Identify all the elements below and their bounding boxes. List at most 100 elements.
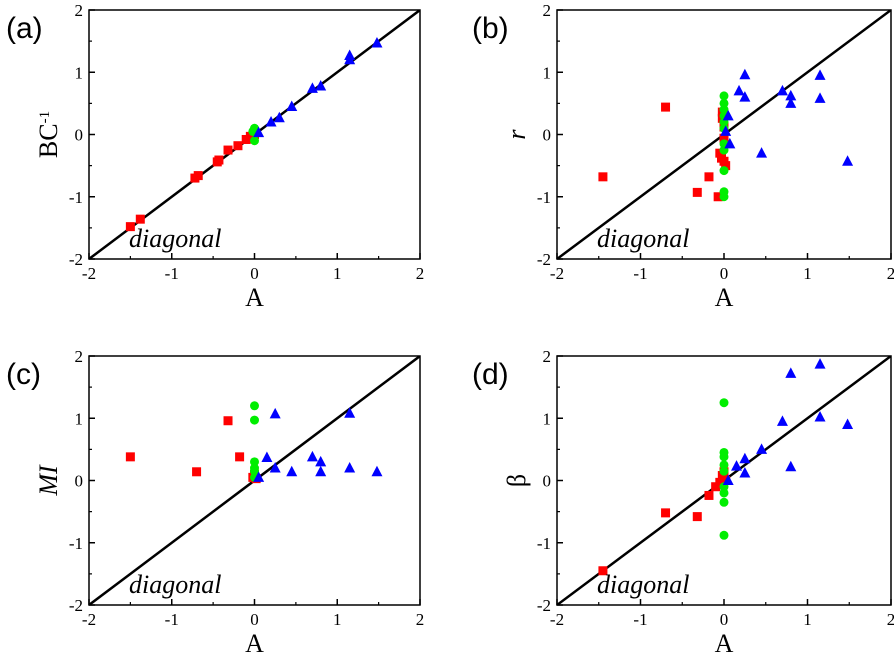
y-tick-label: -2	[69, 250, 83, 269]
data-point-triangle	[273, 111, 285, 123]
data-point-triangle	[785, 367, 797, 378]
panel-label: (b)	[472, 12, 509, 45]
x-tick-label: -2	[550, 264, 564, 283]
data-point-triangle	[814, 411, 826, 422]
diagonal-label: diagonal	[129, 570, 221, 599]
y-tick-label: 2	[75, 347, 84, 366]
data-point-triangle	[756, 443, 768, 454]
chart-panel-d: -2 -1 0 1 2 -2 -1 0 1 2 diagonal Aβ (d)	[472, 347, 894, 658]
data-point-circle	[719, 98, 729, 108]
y-axis-label: BC-1	[34, 111, 63, 158]
x-tick-label: 0	[720, 610, 729, 629]
x-tick-label: 1	[333, 610, 342, 629]
data-point-triangle	[842, 418, 854, 429]
diagonal-label: diagonal	[129, 224, 221, 253]
y-tick-label: 1	[75, 409, 84, 428]
data-point-square	[125, 452, 135, 462]
y-tick-label: 2	[543, 1, 552, 20]
data-point-circle	[719, 497, 729, 507]
data-point-square	[692, 187, 702, 197]
x-tick-label: 0	[250, 264, 259, 283]
data-point-triangle	[776, 415, 788, 426]
data-point-circle	[719, 105, 729, 115]
diagonal-label: diagonal	[597, 224, 689, 253]
data-point-square	[715, 148, 725, 158]
y-axis-label-superscript: -1	[37, 111, 53, 124]
x-tick-label: 2	[416, 610, 425, 629]
y-tick-label: -1	[69, 188, 83, 207]
data-point-triangle	[344, 462, 356, 473]
x-axis-label: A	[715, 283, 734, 312]
data-point-triangle	[739, 91, 751, 102]
data-point-square	[661, 508, 671, 518]
x-axis-label: A	[715, 629, 734, 658]
data-point-triangle	[776, 84, 788, 96]
data-point-triangle	[371, 465, 383, 477]
data-points	[125, 401, 383, 484]
data-point-triangle	[785, 97, 797, 108]
data-point-triangle	[785, 89, 797, 101]
data-point-square	[704, 172, 714, 182]
x-tick-label: 1	[803, 264, 812, 283]
data-point-triangle	[315, 79, 327, 91]
data-point-triangle	[265, 116, 277, 127]
x-tick-label: 2	[416, 264, 425, 283]
data-point-square	[721, 161, 731, 171]
y-tick-label: -1	[537, 534, 551, 553]
data-point-square	[193, 171, 203, 181]
data-point-circle	[719, 166, 729, 176]
data-points	[125, 36, 383, 232]
x-axis-label: A	[245, 629, 264, 658]
data-point-circle	[719, 530, 729, 540]
y-tick-label: -2	[537, 596, 551, 615]
y-tick-label: 2	[543, 347, 552, 366]
y-tick-label: 1	[543, 63, 552, 82]
data-point-triangle	[315, 455, 327, 467]
data-point-square	[692, 512, 702, 522]
y-tick-label: 0	[75, 472, 84, 491]
data-point-triangle	[286, 100, 298, 111]
data-point-circle	[719, 488, 729, 498]
data-point-circle	[719, 398, 729, 408]
data-point-circle	[250, 401, 259, 411]
y-tick-label: -1	[69, 534, 83, 553]
data-point-triangle	[814, 92, 826, 103]
data-point-triangle	[722, 474, 734, 485]
y-axis-label: MI	[34, 464, 63, 497]
data-point-triangle	[344, 49, 356, 60]
data-point-triangle	[269, 407, 281, 419]
data-point-square	[223, 416, 233, 426]
data-point-triangle	[286, 465, 298, 477]
data-point-circle	[250, 466, 259, 476]
x-tick-label: 0	[250, 610, 259, 629]
x-tick-label: -2	[82, 610, 96, 629]
data-point-square	[661, 102, 671, 112]
data-point-triangle	[253, 126, 265, 138]
data-point-triangle	[253, 471, 265, 482]
y-tick-label: 0	[543, 126, 552, 145]
data-point-triangle	[344, 407, 356, 418]
data-point-triangle	[371, 36, 383, 48]
x-tick-label: 2	[887, 610, 894, 629]
panel-label: (c)	[6, 358, 41, 391]
data-point-triangle	[756, 147, 768, 158]
data-point-triangle	[739, 452, 751, 464]
y-tick-label: -2	[537, 250, 551, 269]
x-tick-label: 2	[887, 264, 894, 283]
data-point-square	[598, 566, 608, 576]
y-tick-label: 2	[75, 1, 84, 20]
data-point-triangle	[739, 467, 751, 478]
y-axis-label: β	[502, 474, 531, 487]
data-point-circle	[250, 457, 259, 467]
data-point-square	[192, 467, 202, 477]
x-tick-label: 0	[720, 264, 729, 283]
data-point-circle	[250, 415, 259, 425]
x-tick-label: 1	[333, 264, 342, 283]
data-points	[598, 358, 854, 576]
panel-label: (a)	[6, 12, 43, 45]
data-point-triangle	[842, 155, 854, 166]
data-point-circle	[719, 192, 729, 202]
chart-panel-c: -2 -1 0 1 2 -2 -1 0 1 2 diagonal A MI (c)	[6, 347, 424, 658]
data-point-square	[214, 155, 224, 165]
